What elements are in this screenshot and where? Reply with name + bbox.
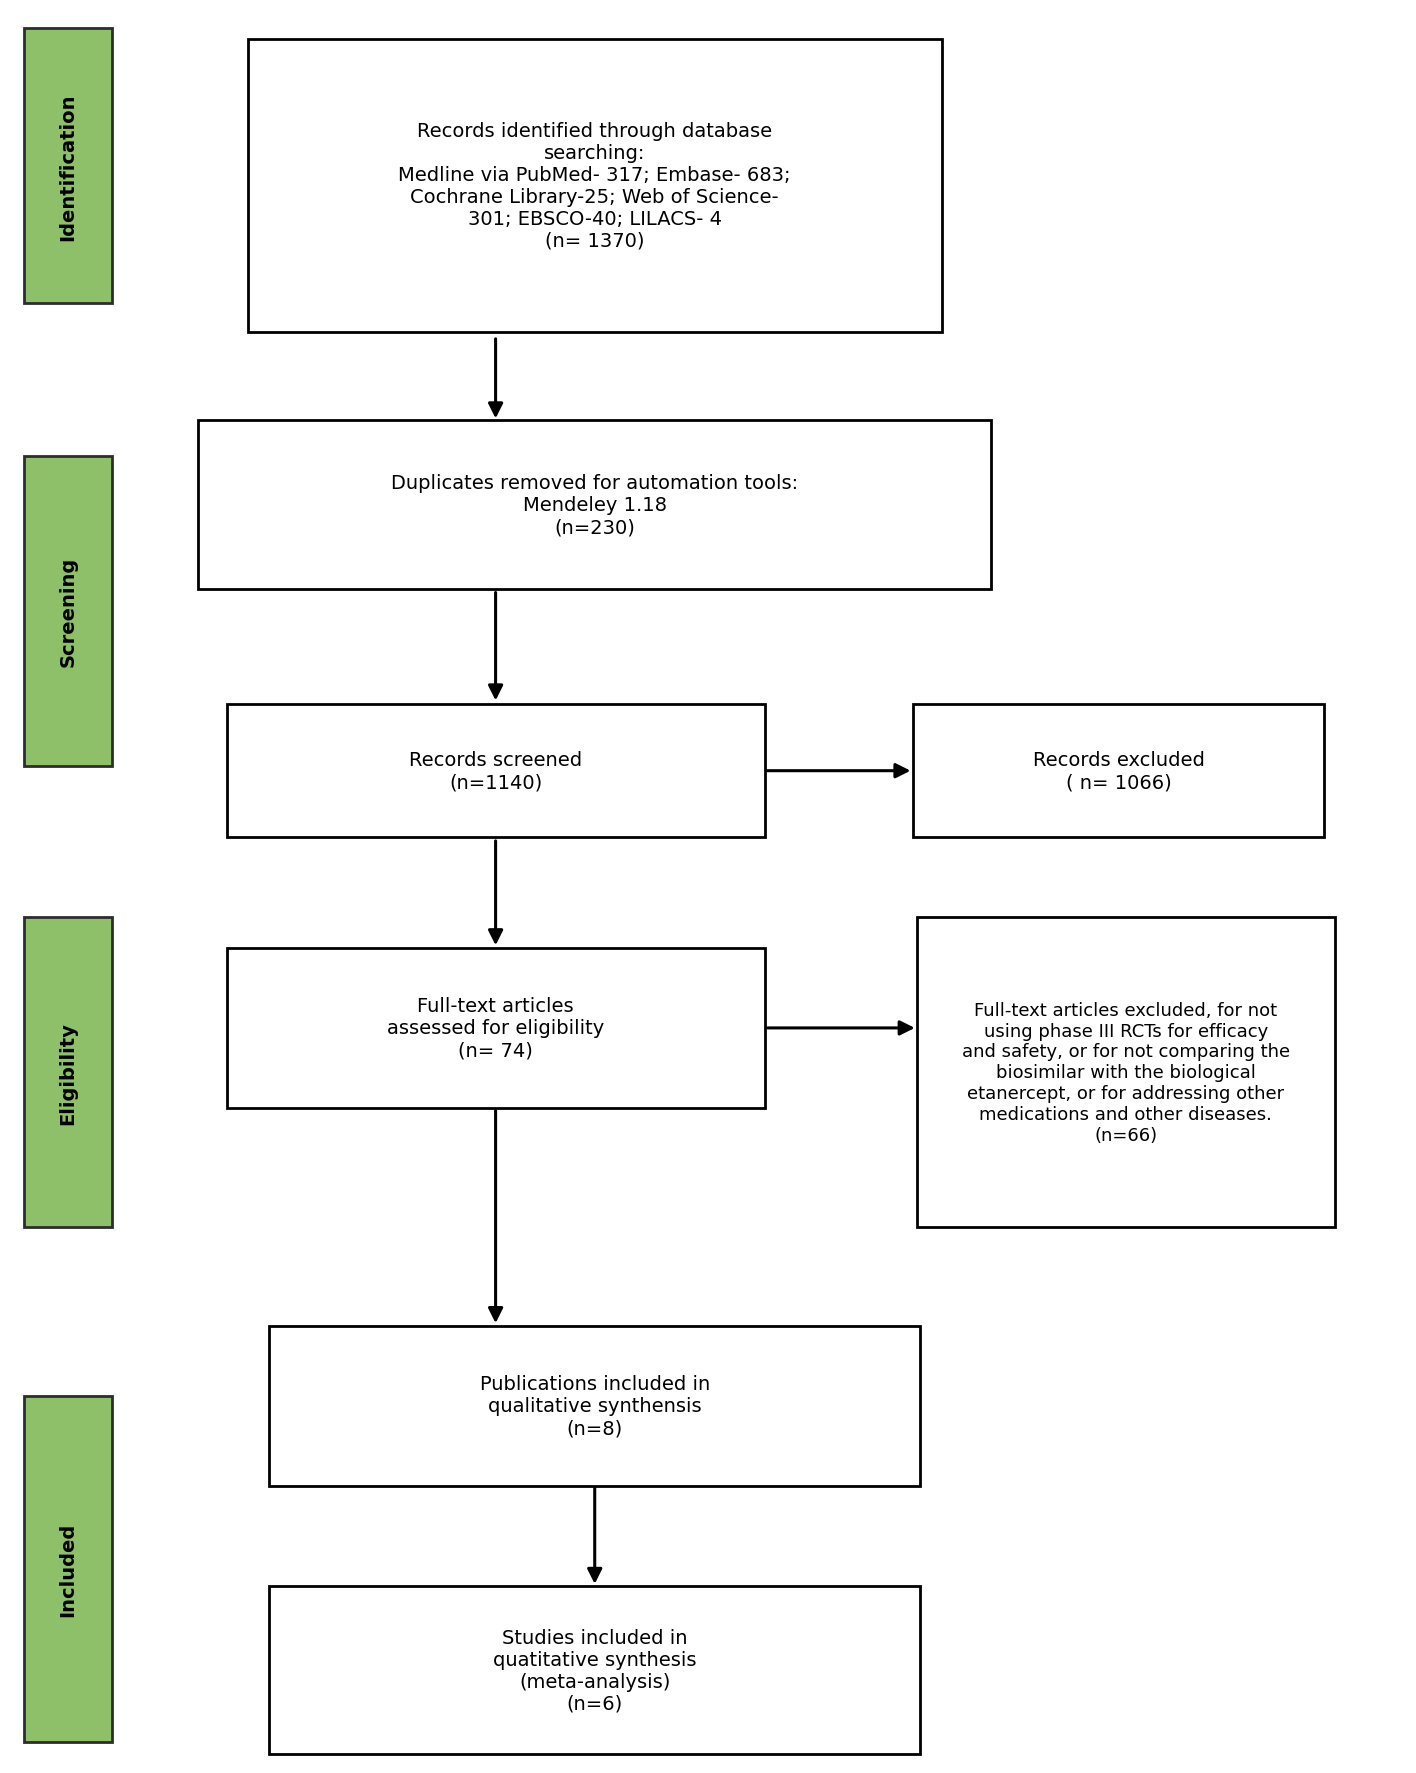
Bar — [227, 949, 765, 1108]
Bar — [24, 28, 112, 305]
Text: Identification: Identification — [58, 92, 78, 241]
Text: Eligibility: Eligibility — [58, 1021, 78, 1124]
Text: Duplicates removed for automation tools:
Mendeley 1.18
(n=230): Duplicates removed for automation tools:… — [391, 473, 799, 537]
Text: Records screened
(n=1140): Records screened (n=1140) — [409, 750, 582, 793]
Bar — [24, 457, 112, 766]
Text: Full-text articles excluded, for not
using phase III RCTs for efficacy
and safet: Full-text articles excluded, for not usi… — [961, 1002, 1290, 1144]
Bar — [198, 422, 991, 589]
Text: Studies included in
quatitative synthesis
(meta-analysis)
(n=6): Studies included in quatitative synthesi… — [493, 1628, 697, 1713]
Bar — [248, 39, 942, 333]
Text: Full-text articles
assessed for eligibility
(n= 74): Full-text articles assessed for eligibil… — [387, 996, 605, 1060]
Bar — [227, 704, 765, 839]
Bar — [269, 1585, 920, 1755]
Text: Records identified through database
searching:
Medline via PubMed- 317; Embase- : Records identified through database sear… — [398, 122, 792, 250]
Bar — [913, 704, 1324, 839]
Bar — [24, 918, 112, 1227]
Text: Included: Included — [58, 1521, 78, 1617]
Bar — [24, 1397, 112, 1741]
Bar — [918, 918, 1335, 1227]
Text: Publications included in
qualitative synthensis
(n=8): Publications included in qualitative syn… — [480, 1374, 709, 1438]
Text: Screening: Screening — [58, 557, 78, 667]
Text: Records excluded
( n= 1066): Records excluded ( n= 1066) — [1032, 750, 1205, 793]
Bar — [269, 1326, 920, 1486]
